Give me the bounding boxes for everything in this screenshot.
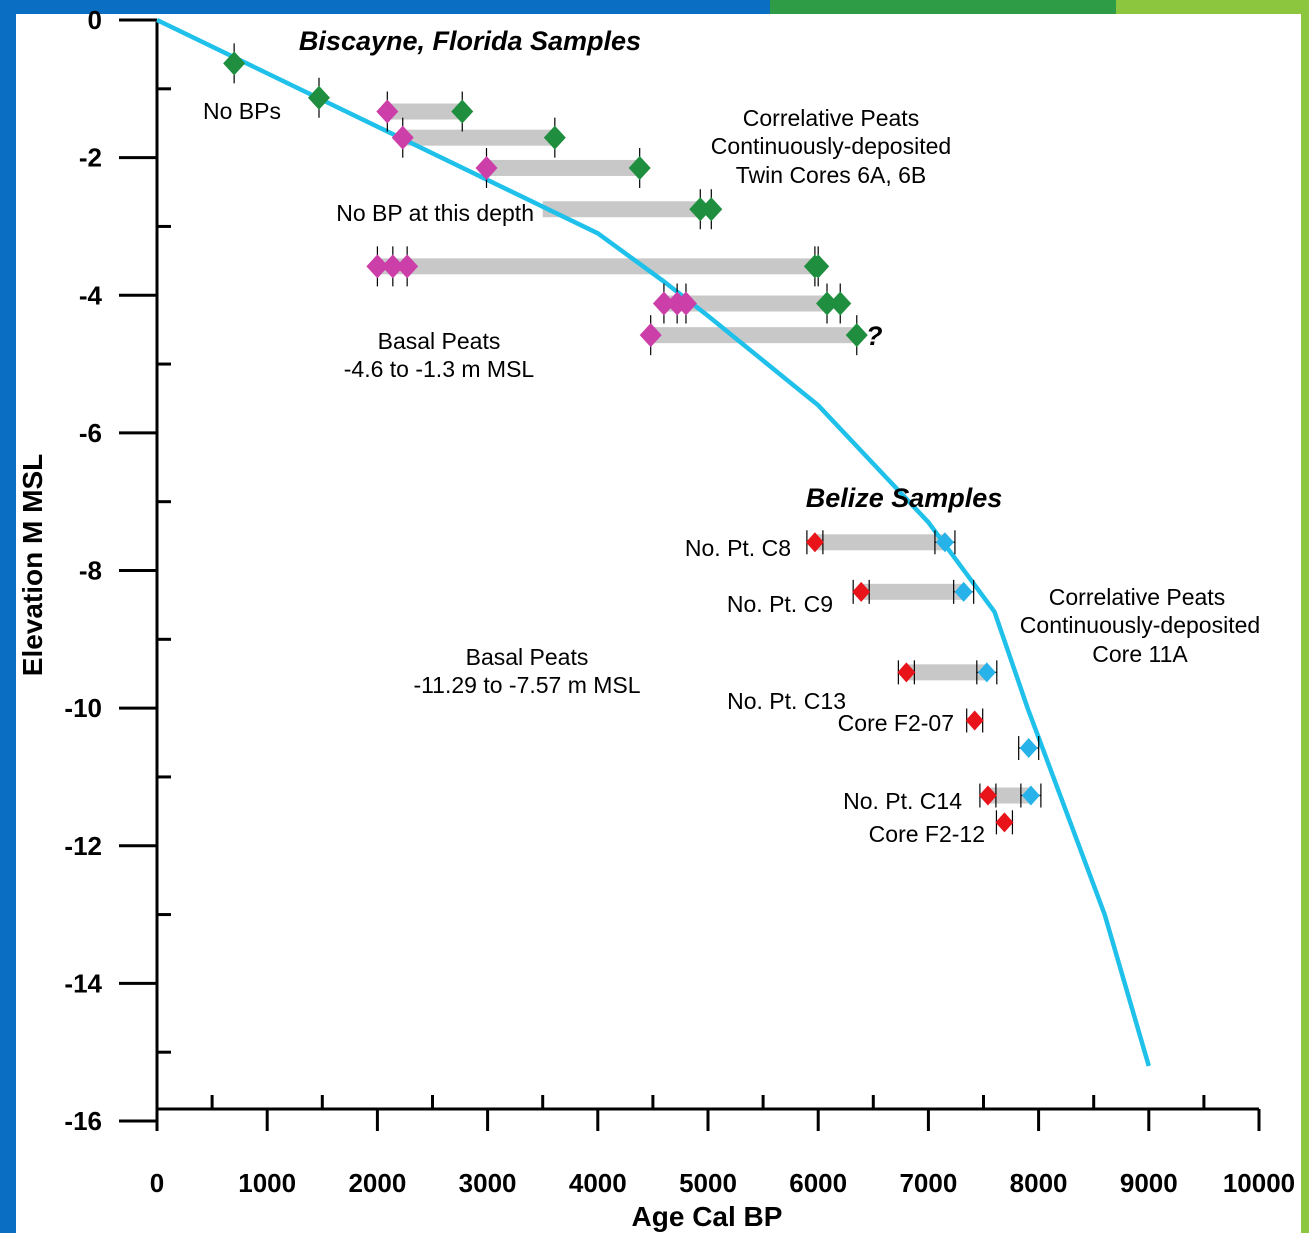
x-tick-label: 5000 (679, 1168, 737, 1198)
biscayne-range-bar (387, 103, 463, 120)
biscayne-range-bar (377, 258, 815, 275)
biscayne-basal-point (376, 99, 399, 124)
x-tick-label: 9000 (1120, 1168, 1178, 1198)
core-f2-12-label: Core F2-12 (869, 821, 985, 847)
x-tick-label: 1000 (238, 1168, 296, 1198)
ticks: 0 -2 -4 -6 -8 -10 -12 -14 -16 0 1000 2000 3000 4000 50… (64, 5, 1295, 1198)
frame-left-bar (0, 0, 16, 1233)
biscayne-range-bar (486, 159, 640, 176)
belize-basal-point (978, 785, 997, 806)
belize-correlative-line2: Continuously-deposited (1020, 612, 1260, 638)
no-bp-depth-label: No BP at this depth (336, 200, 534, 226)
biscayne-correlative-point (628, 155, 651, 180)
belize-basal-point (852, 581, 871, 602)
biscayne-correlative-point (307, 85, 330, 110)
belize-basal-point (965, 710, 984, 731)
sample-markers (223, 43, 1042, 835)
sea-level-curve (156, 17, 1151, 1067)
y-tick-label: 0 (88, 5, 102, 35)
no-pt-c9-label: No. Pt. C9 (727, 591, 833, 617)
correlative-peats-line1: Correlative Peats (743, 105, 919, 131)
x-tick-label: 7000 (899, 1168, 957, 1198)
x-tick-label: 3000 (459, 1168, 517, 1198)
y-tick-label: -10 (64, 693, 102, 723)
y-tick-label: -6 (79, 418, 102, 448)
biscayne-basal-point (652, 291, 675, 316)
frame-right-bar (1301, 14, 1309, 1233)
no-pt-c14-label: No. Pt. C14 (843, 788, 962, 814)
belize-correlative-point (1021, 785, 1040, 806)
belize-correlative-point (954, 581, 973, 602)
biscayne-basal-point (475, 155, 498, 180)
frame-top-green (770, 0, 1116, 14)
biscayne-correlative-point (829, 291, 852, 316)
biscayne-correlative-point (451, 99, 474, 124)
biscayne-basal-point (381, 254, 404, 279)
x-tick-label: 4000 (569, 1168, 627, 1198)
belize-range-bar (814, 534, 945, 551)
x-tick-label: 8000 (1010, 1168, 1068, 1198)
biscayne-correlative-point (845, 323, 868, 348)
belize-correlative-point (935, 532, 954, 553)
y-tick-label: -8 (79, 556, 102, 586)
y-tick-label: -14 (64, 968, 102, 998)
biscayne-correlative-point (689, 197, 712, 222)
biscayne-basal-point (391, 125, 414, 150)
belize-range-bar (906, 664, 987, 681)
basal-peats-label-line1: Basal Peats (378, 328, 501, 354)
biscayne-correlative-point (543, 125, 566, 150)
x-tick-label: 6000 (789, 1168, 847, 1198)
biscayne-range-bar (663, 295, 828, 312)
core-f2-07-label: Core F2-07 (838, 710, 954, 736)
x-tick-label: 0 (150, 1168, 164, 1198)
biscayne-basal-point (366, 254, 389, 279)
biscayne-correlative-point (223, 51, 246, 76)
belize-range-bar (861, 583, 964, 600)
biscayne-correlative-point (700, 197, 723, 222)
basal-peats-label-line2: -4.6 to -1.3 m MSL (344, 356, 535, 382)
correlative-peats-line2: Continuously-deposited (711, 133, 951, 159)
question-mark: ? (866, 321, 883, 351)
belize-basal-line2: -11.29 to -7.57 m MSL (413, 672, 640, 698)
belize-basal-point (897, 662, 916, 683)
biscayne-range-bar (542, 201, 701, 218)
x-axis-title: Age Cal BP (632, 1201, 783, 1232)
y-tick-label: -12 (64, 831, 102, 861)
belize-basal-point (805, 532, 824, 553)
biscayne-title: Biscayne, Florida Samples (299, 26, 641, 56)
biscayne-basal-point (674, 291, 697, 316)
biscayne-basal-point (639, 323, 662, 348)
y-tick-label: -16 (64, 1106, 102, 1136)
range-bars (377, 103, 1031, 804)
no-pt-c8-label: No. Pt. C8 (685, 535, 791, 561)
x-tick-label: 10000 (1223, 1168, 1295, 1198)
frame-top-lime (1116, 0, 1309, 14)
y-tick-label: -4 (79, 280, 103, 310)
belize-correlative-line1: Correlative Peats (1049, 584, 1225, 610)
belize-correlative-point (977, 662, 996, 683)
biscayne-range-bar (650, 327, 857, 344)
no-bps-label: No BPs (203, 98, 281, 124)
biscayne-basal-point (396, 254, 419, 279)
y-axis-title: Elevation M MSL (17, 454, 48, 676)
belize-basal-point (995, 812, 1014, 833)
axes (155, 20, 1259, 1121)
biscayne-correlative-point (807, 254, 830, 279)
no-pt-c13-label: No. Pt. C13 (727, 688, 846, 714)
belize-title: Belize Samples (806, 483, 1003, 513)
belize-correlative-point (1019, 738, 1038, 759)
belize-basal-line1: Basal Peats (466, 644, 589, 670)
belize-correlative-line3: Core 11A (1092, 641, 1188, 667)
belize-range-bar (987, 787, 1031, 804)
y-tick-label: -2 (79, 143, 102, 173)
x-tick-label: 2000 (348, 1168, 406, 1198)
biscayne-range-bar (402, 129, 555, 146)
correlative-peats-line3: Twin Cores 6A, 6B (736, 162, 926, 188)
frame-top-blue (16, 0, 770, 14)
biscayne-correlative-point (816, 291, 839, 316)
frame-top-bar (16, 0, 1309, 14)
